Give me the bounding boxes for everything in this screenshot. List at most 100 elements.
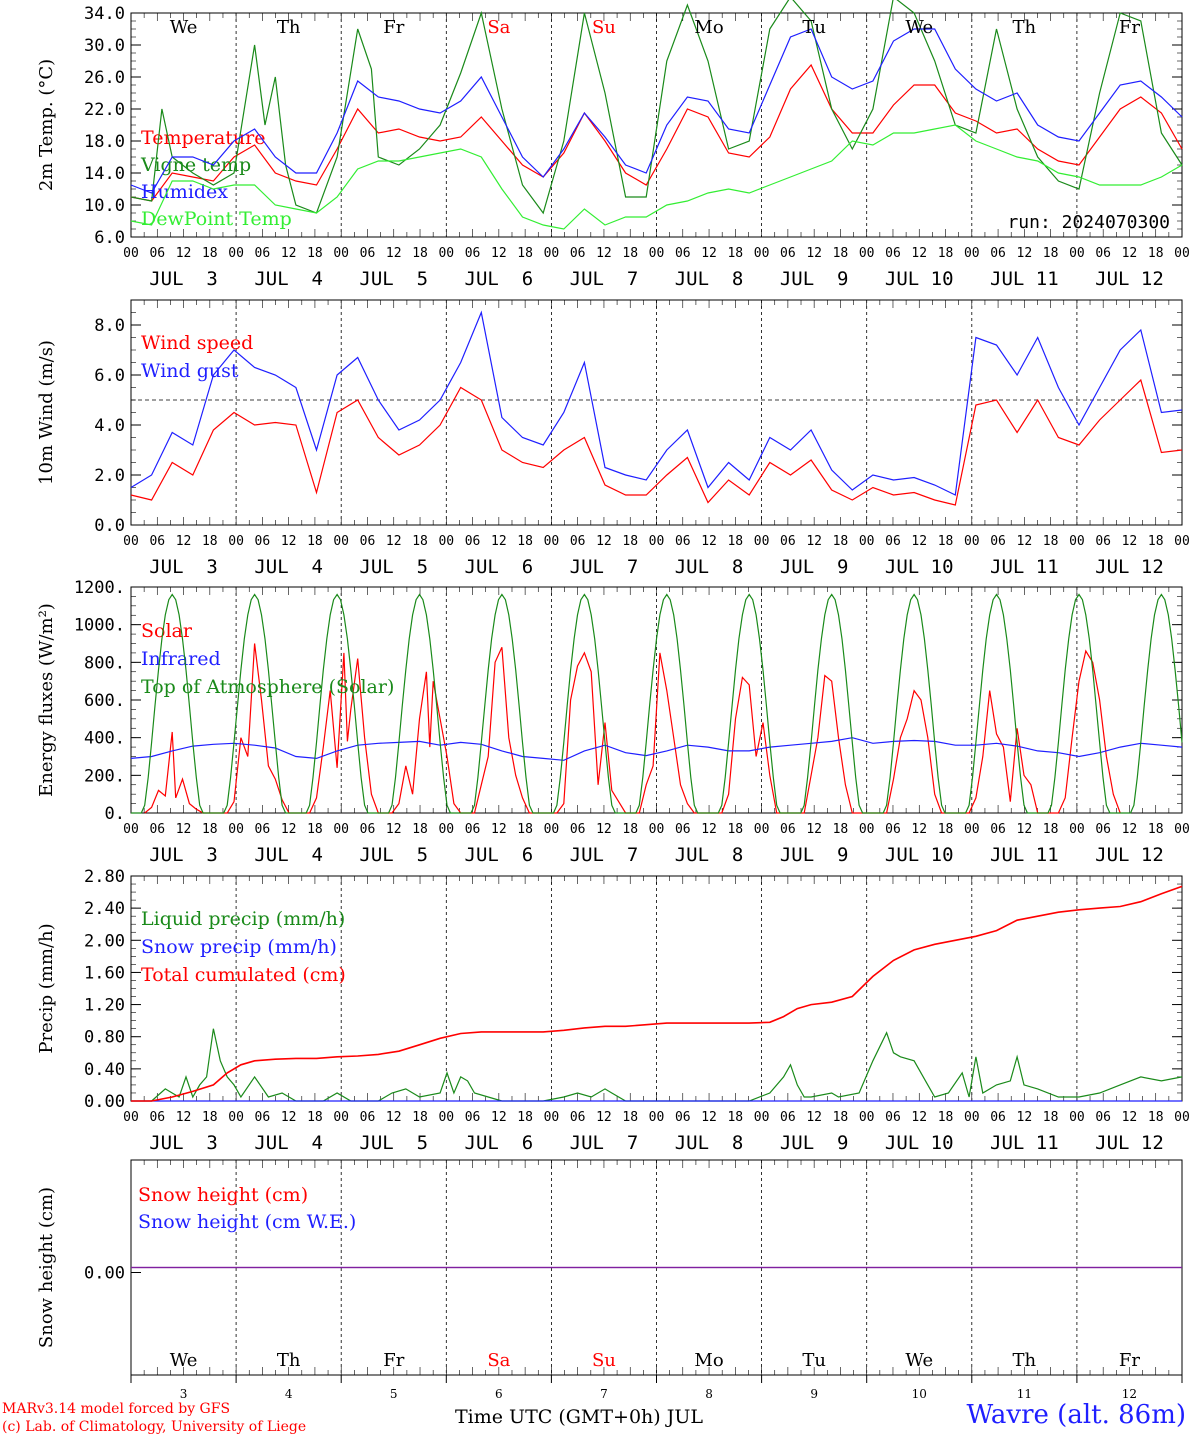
hour-label: 12 xyxy=(281,246,297,261)
hour-label: 12 xyxy=(596,822,612,837)
day-number-label: 11 xyxy=(1017,1387,1032,1401)
hour-label: 00 xyxy=(964,534,980,549)
y-tick-label: 4.0 xyxy=(94,416,125,436)
hour-label: 00 xyxy=(859,246,875,261)
hour-label: 18 xyxy=(307,822,323,837)
hour-label: 12 xyxy=(491,822,507,837)
date-label: JUL 7 xyxy=(570,1132,639,1154)
hour-label: 18 xyxy=(1043,822,1059,837)
hour-label: 06 xyxy=(570,822,586,837)
date-label: JUL 8 xyxy=(675,1132,744,1154)
date-label: JUL 12 xyxy=(1095,268,1164,290)
time-axis-title: Time UTC (GMT+0h) JUL xyxy=(455,1406,703,1428)
date-label: JUL 4 xyxy=(254,1132,323,1154)
hour-label: 06 xyxy=(780,1110,796,1125)
legend-entry: Temperature xyxy=(141,127,265,149)
hour-label: 12 xyxy=(386,534,402,549)
y-tick-label: 18.0 xyxy=(84,132,125,152)
hour-label: 18 xyxy=(517,246,533,261)
date-label: JUL 12 xyxy=(1095,556,1164,578)
hour-label: 06 xyxy=(780,534,796,549)
day-number-label: 12 xyxy=(1122,1387,1137,1401)
hour-label: 18 xyxy=(517,822,533,837)
hour-label: 00 xyxy=(544,822,560,837)
series-line xyxy=(144,643,1121,814)
hour-label: 12 xyxy=(281,822,297,837)
hour-label: 00 xyxy=(1174,822,1190,837)
hour-label: 12 xyxy=(596,246,612,261)
date-label: JUL 10 xyxy=(885,556,954,578)
date-label: JUL 4 xyxy=(254,844,323,866)
hour-label: 18 xyxy=(938,822,954,837)
hour-label: 00 xyxy=(438,534,454,549)
hour-label: 18 xyxy=(517,534,533,549)
hour-label: 06 xyxy=(675,1110,691,1125)
hour-label: 06 xyxy=(149,246,165,261)
hour-label: 12 xyxy=(806,822,822,837)
hour-label: 06 xyxy=(885,822,901,837)
panel-frame xyxy=(130,299,1183,526)
y-tick-label: 22.0 xyxy=(84,100,125,120)
hour-label: 00 xyxy=(123,246,139,261)
date-label: JUL 12 xyxy=(1095,1132,1164,1154)
y-tick-label: 0.40 xyxy=(84,1060,125,1080)
hour-label: 06 xyxy=(990,1110,1006,1125)
hour-label: 00 xyxy=(859,822,875,837)
series-line xyxy=(130,28,1183,194)
hour-label: 18 xyxy=(1148,246,1164,261)
hour-label: 12 xyxy=(281,534,297,549)
hour-label: 00 xyxy=(754,534,770,549)
hour-label: 18 xyxy=(727,534,743,549)
day-number-label: 8 xyxy=(705,1387,713,1401)
day-number-label: 5 xyxy=(390,1387,398,1401)
y-tick-label: 0. xyxy=(105,804,125,824)
weekday-label: Sa xyxy=(487,17,510,38)
hour-label: 06 xyxy=(1095,246,1111,261)
hour-label: 00 xyxy=(859,534,875,549)
hour-label: 12 xyxy=(176,822,192,837)
y-tick-label: 0.00 xyxy=(84,1264,125,1284)
series-line xyxy=(130,378,1183,506)
hour-label: 18 xyxy=(938,534,954,549)
hour-label: 06 xyxy=(149,1110,165,1125)
hour-label: 00 xyxy=(544,246,560,261)
hour-label: 00 xyxy=(438,246,454,261)
date-label: JUL 3 xyxy=(149,1132,218,1154)
hour-label: 12 xyxy=(596,534,612,549)
hour-label: 12 xyxy=(281,1110,297,1125)
day-number-label: 7 xyxy=(600,1387,608,1401)
date-label: JUL 9 xyxy=(780,844,849,866)
hour-label: 12 xyxy=(386,822,402,837)
hour-label: 00 xyxy=(123,822,139,837)
hour-label: 18 xyxy=(202,534,218,549)
hour-label: 18 xyxy=(727,1110,743,1125)
hour-label: 12 xyxy=(1122,1110,1138,1125)
station-label: Wavre (alt. 86m) xyxy=(966,1400,1186,1430)
weekday-label: Fr xyxy=(1119,1350,1140,1371)
hour-label: 12 xyxy=(176,534,192,549)
hour-label: 18 xyxy=(622,246,638,261)
hour-label: 06 xyxy=(675,246,691,261)
y-tick-label: 8.0 xyxy=(94,316,125,336)
credit-label: (c) Lab. of Climatology, University of L… xyxy=(2,1419,307,1435)
hour-label: 06 xyxy=(360,822,376,837)
hour-label: 06 xyxy=(990,246,1006,261)
hour-label: 18 xyxy=(727,246,743,261)
y-tick-label: 6.0 xyxy=(94,366,125,386)
date-label: JUL 7 xyxy=(570,556,639,578)
hour-label: 00 xyxy=(544,534,560,549)
hour-label: 00 xyxy=(333,1110,349,1125)
hour-label: 06 xyxy=(360,1110,376,1125)
hour-label: 00 xyxy=(1069,1110,1085,1125)
hour-label: 12 xyxy=(386,1110,402,1125)
hour-label: 12 xyxy=(911,534,927,549)
hour-label: 18 xyxy=(622,534,638,549)
date-label: JUL 4 xyxy=(254,556,323,578)
hour-label: 06 xyxy=(990,822,1006,837)
legend-entry: Wind gust xyxy=(141,360,239,382)
hour-label: 06 xyxy=(675,822,691,837)
y-tick-label: 1.20 xyxy=(84,996,125,1016)
y-tick-label: 800. xyxy=(84,653,125,673)
legend-entry: Humidex xyxy=(141,181,228,203)
